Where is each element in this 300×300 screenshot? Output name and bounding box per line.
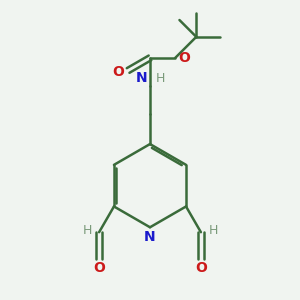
Text: H: H (82, 224, 92, 237)
Text: O: O (195, 261, 207, 275)
Text: O: O (113, 65, 124, 79)
Text: N: N (144, 230, 156, 244)
Text: O: O (178, 51, 190, 65)
Text: O: O (93, 261, 105, 275)
Text: H: H (155, 72, 165, 85)
Text: H: H (208, 224, 218, 237)
Text: N: N (136, 70, 148, 85)
